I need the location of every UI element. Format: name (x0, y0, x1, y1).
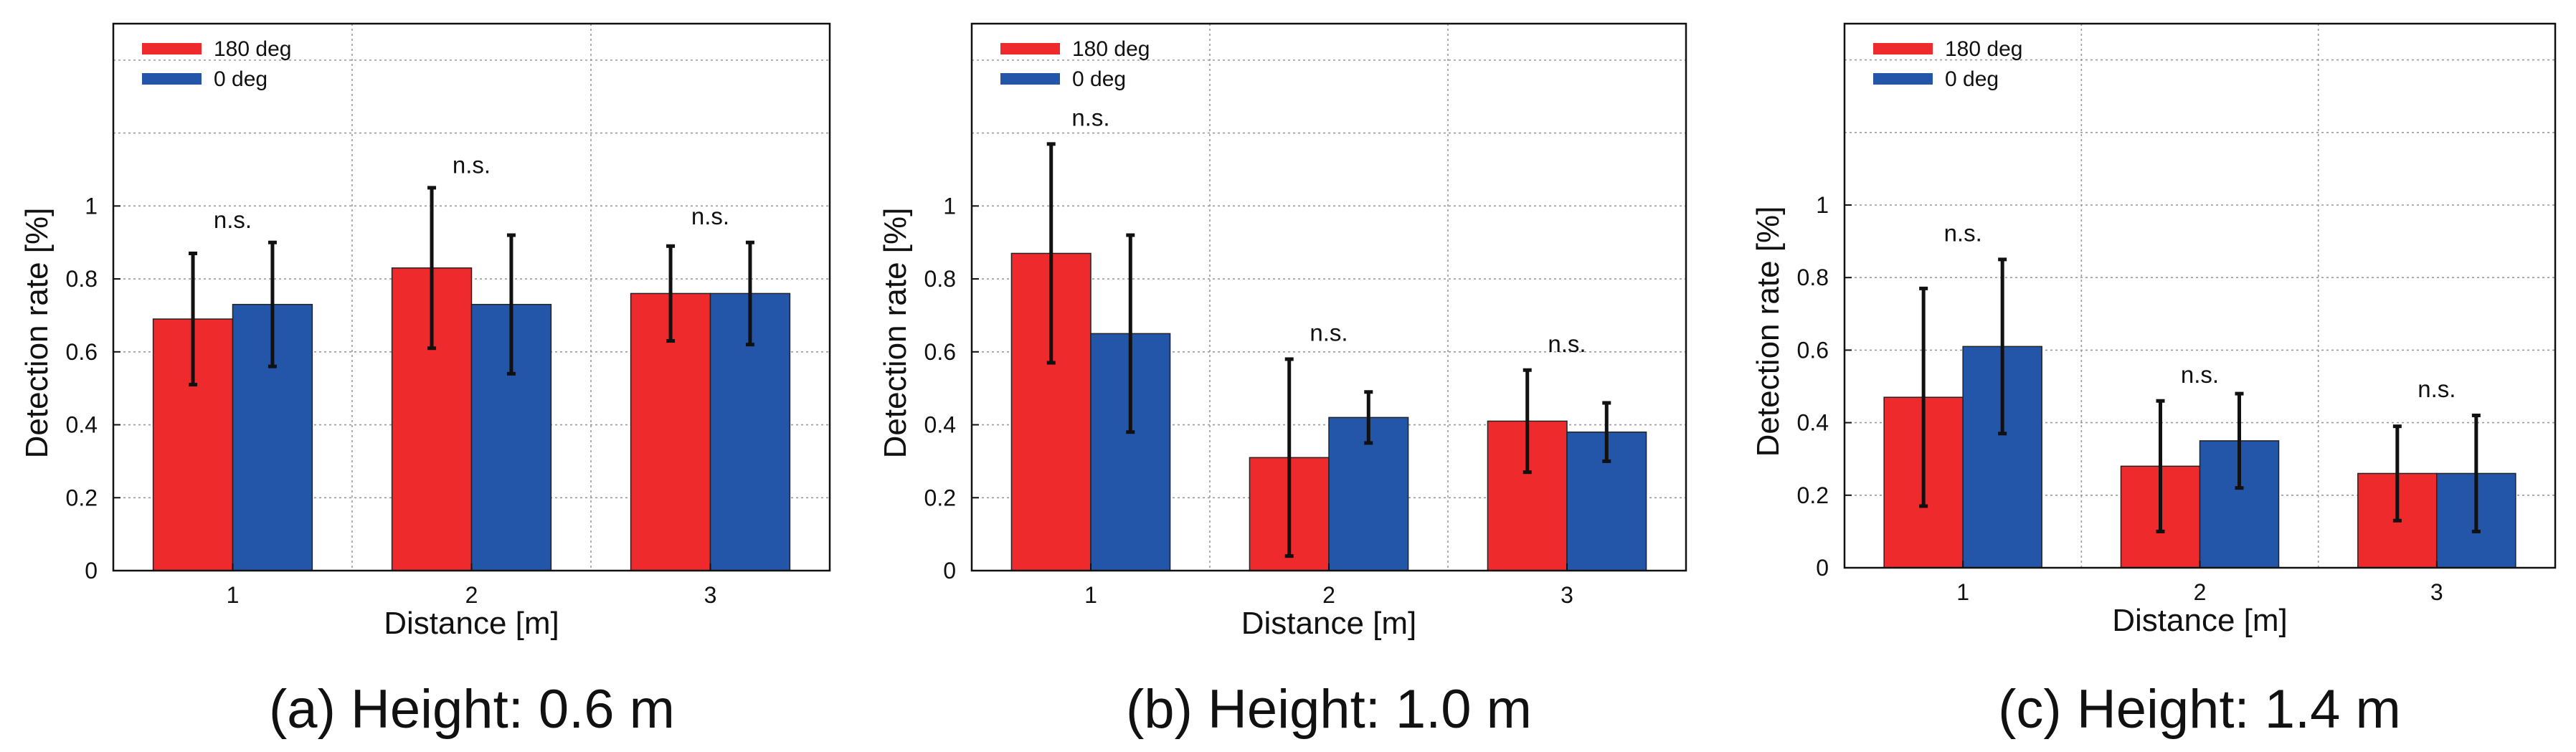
x-tick-label: 3 (1561, 582, 1573, 608)
significance-label: n.s. (1310, 320, 1348, 346)
y-tick-label: 0.2 (924, 485, 956, 510)
legend: 180 deg 0 deg (142, 37, 291, 91)
error-bar (1364, 390, 1373, 445)
error-bar (506, 233, 516, 376)
legend: 180 deg 0 deg (1000, 37, 1150, 91)
y-tick-label: 0.8 (924, 266, 956, 292)
y-axis-label: Detection rate [%] (1751, 206, 1786, 457)
y-tick-label: 0 (1816, 555, 1829, 581)
y-axis-label: Detection rate [%] (878, 208, 913, 459)
grid (1845, 24, 2555, 568)
legend-swatch (1873, 73, 1933, 85)
significance-label: n.s. (2418, 376, 2456, 402)
error-bar (666, 244, 676, 343)
error-bar (745, 240, 754, 347)
error-bar (1998, 257, 2007, 436)
x-tick-label: 2 (465, 582, 478, 608)
x-tick-label: 1 (227, 582, 240, 608)
error-bar (1126, 233, 1135, 434)
chart-panel-3: n.s. n.s. n.s. 0 0.2 0.4 0.6 0.8 1 1 2 3 Distance [m… (1751, 22, 2557, 740)
y-axis-label: Detection rate [%] (19, 208, 55, 459)
significance-label: n.s. (691, 203, 729, 229)
x-tick-label: 3 (2430, 579, 2443, 605)
error-bar (267, 240, 277, 368)
y-tick-label: 0.4 (1797, 410, 1829, 436)
y-tick-label: 1 (85, 193, 98, 219)
y-tick-label: 0.6 (924, 339, 956, 365)
error-bar (1284, 357, 1294, 558)
chart-panel-2: n.s. n.s. n.s. 0 0.2 0.4 0.6 0.8 1 1 2 3 Distance [m… (878, 22, 1687, 740)
legend: 180 deg 0 deg (1873, 37, 2022, 91)
y-tick-label: 0.2 (66, 485, 98, 510)
legend-label: 0 deg (1945, 67, 1999, 91)
significance-label: n.s. (1944, 220, 1982, 247)
y-tick-label: 1 (943, 193, 956, 219)
panel-caption: (c) Height: 1.4 m (1998, 679, 2401, 740)
x-axis-label: Distance [m] (1241, 606, 1417, 641)
legend-label: 0 deg (1072, 67, 1126, 91)
legend-swatch (142, 73, 202, 85)
y-tick-label: 0 (85, 558, 98, 584)
significance-label: n.s. (1071, 104, 1109, 130)
y-tick-label: 0.6 (66, 339, 98, 365)
error-bar (427, 186, 437, 351)
error-bar (1602, 401, 1611, 463)
chart-panel-1: n.s. n.s. n.s. 0 0.2 0.4 0.6 0.8 1 1 2 3 Distance [m… (19, 22, 831, 740)
x-tick-label: 2 (1322, 582, 1335, 608)
x-tick-label: 1 (1084, 582, 1097, 608)
y-tick-label: 0.8 (66, 266, 98, 292)
significance-label: n.s. (453, 152, 491, 179)
x-tick-label: 2 (2194, 579, 2207, 605)
significance-label: n.s. (214, 206, 252, 233)
error-bar (2156, 399, 2165, 533)
legend-label: 180 deg (1072, 37, 1150, 61)
y-tick-label: 0.8 (1797, 265, 1829, 290)
y-tick-label: 1 (1816, 192, 1829, 218)
legend-swatch (142, 43, 202, 54)
error-bar (2392, 424, 2402, 523)
y-tick-label: 0.4 (924, 412, 956, 438)
error-bar (2471, 413, 2481, 533)
error-bar (1523, 368, 1532, 475)
y-tick-label: 0 (943, 558, 956, 584)
panel-caption: (b) Height: 1.0 m (1126, 679, 1532, 740)
legend-swatch (1000, 43, 1060, 54)
legend-label: 180 deg (1945, 37, 2022, 61)
error-bar (189, 251, 198, 387)
y-tick-label: 0.2 (1797, 482, 1829, 508)
error-bar (2235, 391, 2244, 490)
error-bar (1046, 142, 1056, 365)
x-axis-label: Distance [m] (2112, 603, 2288, 638)
x-axis-label: Distance [m] (384, 606, 559, 641)
legend-swatch (1873, 43, 1933, 54)
x-tick-label: 1 (1956, 579, 1969, 605)
legend-label: 180 deg (214, 37, 291, 61)
y-tick-label: 0.6 (1797, 337, 1829, 363)
legend-swatch (1000, 73, 1060, 85)
error-bar (1919, 286, 1928, 508)
panel-caption: (a) Height: 0.6 m (269, 679, 675, 740)
x-tick-label: 3 (704, 582, 717, 608)
y-tick-label: 0.4 (66, 412, 98, 438)
significance-label: n.s. (2181, 361, 2219, 388)
legend-label: 0 deg (214, 67, 267, 91)
significance-label: n.s. (1548, 330, 1586, 357)
